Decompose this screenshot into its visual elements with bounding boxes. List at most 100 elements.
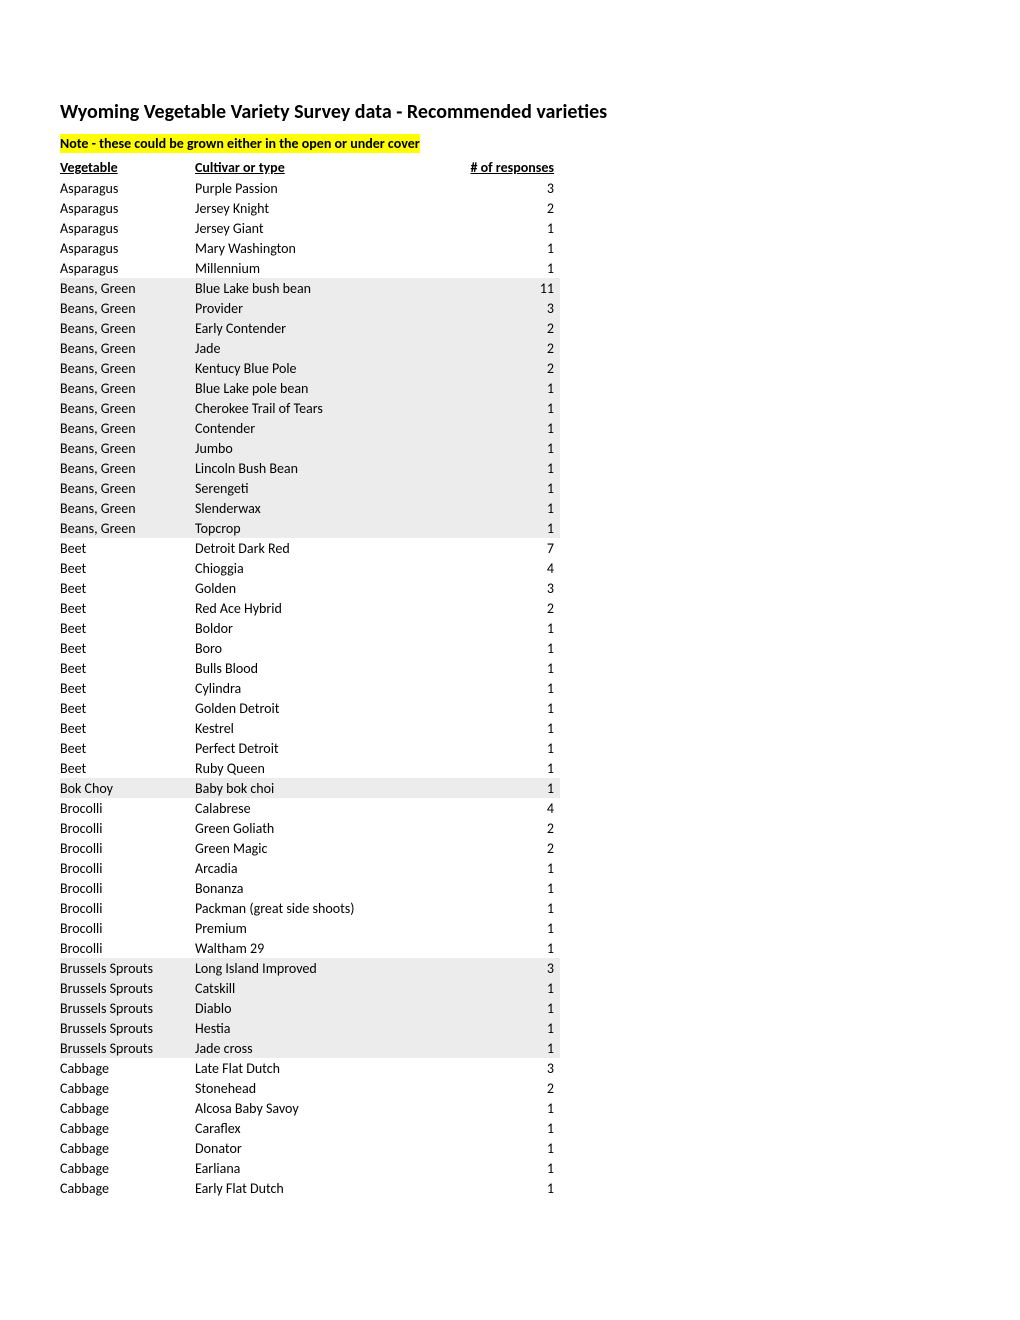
table-row: Beans, GreenBlue Lake pole bean1: [60, 378, 560, 398]
cell-vegetable: Brussels Sprouts: [60, 1018, 195, 1038]
cell-vegetable: Asparagus: [60, 198, 195, 218]
table-row: Beans, GreenBlue Lake bush bean11: [60, 278, 560, 298]
cell-responses: 1: [460, 478, 560, 498]
cell-cultivar: Alcosa Baby Savoy: [195, 1098, 460, 1118]
cell-cultivar: Mary Washington: [195, 238, 460, 258]
cell-vegetable: Brussels Sprouts: [60, 978, 195, 998]
cell-vegetable: Beet: [60, 558, 195, 578]
cell-cultivar: Jade cross: [195, 1038, 460, 1058]
cell-responses: 1: [460, 1138, 560, 1158]
table-row: BeetBoro1: [60, 638, 560, 658]
cell-cultivar: Perfect Detroit: [195, 738, 460, 758]
table-row: Beans, GreenJumbo1: [60, 438, 560, 458]
cell-vegetable: Asparagus: [60, 258, 195, 278]
cell-cultivar: Diablo: [195, 998, 460, 1018]
cell-responses: 1: [460, 738, 560, 758]
table-row: BrocolliCalabrese4: [60, 798, 560, 818]
cell-responses: 7: [460, 538, 560, 558]
cell-cultivar: Premium: [195, 918, 460, 938]
cell-cultivar: Blue Lake pole bean: [195, 378, 460, 398]
cell-responses: 1: [460, 1158, 560, 1178]
cell-cultivar: Contender: [195, 418, 460, 438]
cell-vegetable: Brocolli: [60, 878, 195, 898]
cell-responses: 2: [460, 358, 560, 378]
cell-cultivar: Stonehead: [195, 1078, 460, 1098]
col-header-vegetable: Vegetable: [60, 157, 195, 178]
cell-cultivar: Slenderwax: [195, 498, 460, 518]
cell-responses: 1: [460, 658, 560, 678]
cell-vegetable: Beans, Green: [60, 498, 195, 518]
cell-responses: 4: [460, 558, 560, 578]
cell-vegetable: Beet: [60, 658, 195, 678]
table-row: BeetCylindra1: [60, 678, 560, 698]
cell-vegetable: Cabbage: [60, 1138, 195, 1158]
cell-cultivar: Earliana: [195, 1158, 460, 1178]
cell-responses: 1: [460, 918, 560, 938]
cell-vegetable: Beans, Green: [60, 278, 195, 298]
highlighted-note: Note - these could be grown either in th…: [60, 134, 420, 153]
table-row: Beans, GreenTopcrop1: [60, 518, 560, 538]
cell-cultivar: Caraflex: [195, 1118, 460, 1138]
cell-responses: 3: [460, 1058, 560, 1078]
document-page: Wyoming Vegetable Variety Survey data - …: [0, 0, 1020, 1320]
cell-cultivar: Catskill: [195, 978, 460, 998]
table-row: Beans, GreenEarly Contender2: [60, 318, 560, 338]
cell-cultivar: Boro: [195, 638, 460, 658]
cell-responses: 1: [460, 978, 560, 998]
cell-responses: 1: [460, 718, 560, 738]
table-row: CabbageEarliana1: [60, 1158, 560, 1178]
cell-responses: 1: [460, 218, 560, 238]
table-row: Brussels SproutsCatskill1: [60, 978, 560, 998]
cell-responses: 1: [460, 1118, 560, 1138]
table-row: CabbageLate Flat Dutch3: [60, 1058, 560, 1078]
cell-cultivar: Topcrop: [195, 518, 460, 538]
cell-responses: 2: [460, 818, 560, 838]
cell-responses: 1: [460, 1038, 560, 1058]
cell-cultivar: Long Island Improved: [195, 958, 460, 978]
cell-responses: 2: [460, 838, 560, 858]
table-row: BeetBulls Blood1: [60, 658, 560, 678]
cell-vegetable: Beans, Green: [60, 358, 195, 378]
cell-responses: 1: [460, 238, 560, 258]
cell-vegetable: Brocolli: [60, 938, 195, 958]
note-wrapper: Note - these could be grown either in th…: [60, 134, 960, 157]
cell-cultivar: Early Flat Dutch: [195, 1178, 460, 1198]
cell-responses: 4: [460, 798, 560, 818]
table-row: CabbageAlcosa Baby Savoy1: [60, 1098, 560, 1118]
cell-responses: 1: [460, 378, 560, 398]
cell-vegetable: Bok Choy: [60, 778, 195, 798]
table-row: BrocolliPackman (great side shoots)1: [60, 898, 560, 918]
cell-responses: 1: [460, 698, 560, 718]
cell-cultivar: Bonanza: [195, 878, 460, 898]
cell-cultivar: Provider: [195, 298, 460, 318]
table-row: Beans, GreenSerengeti1: [60, 478, 560, 498]
cell-cultivar: Green Goliath: [195, 818, 460, 838]
cell-responses: 3: [460, 578, 560, 598]
cell-cultivar: Golden Detroit: [195, 698, 460, 718]
cell-responses: 1: [460, 1018, 560, 1038]
table-row: Brussels SproutsDiablo1: [60, 998, 560, 1018]
cell-vegetable: Beans, Green: [60, 478, 195, 498]
cell-vegetable: Brussels Sprouts: [60, 1038, 195, 1058]
table-row: BeetGolden Detroit1: [60, 698, 560, 718]
cell-responses: 1: [460, 518, 560, 538]
table-row: BeetGolden3: [60, 578, 560, 598]
cell-responses: 1: [460, 258, 560, 278]
cell-cultivar: Red Ace Hybrid: [195, 598, 460, 618]
cell-cultivar: Baby bok choi: [195, 778, 460, 798]
cell-vegetable: Beet: [60, 758, 195, 778]
cell-responses: 1: [460, 878, 560, 898]
cell-vegetable: Cabbage: [60, 1178, 195, 1198]
cell-vegetable: Brussels Sprouts: [60, 998, 195, 1018]
cell-cultivar: Kestrel: [195, 718, 460, 738]
table-row: BrocolliGreen Goliath2: [60, 818, 560, 838]
table-row: BrocolliGreen Magic2: [60, 838, 560, 858]
cell-cultivar: Serengeti: [195, 478, 460, 498]
cell-cultivar: Cherokee Trail of Tears: [195, 398, 460, 418]
table-row: AsparagusJersey Giant1: [60, 218, 560, 238]
cell-responses: 2: [460, 598, 560, 618]
cell-responses: 1: [460, 618, 560, 638]
table-row: AsparagusMillennium1: [60, 258, 560, 278]
cell-responses: 3: [460, 298, 560, 318]
cell-responses: 1: [460, 998, 560, 1018]
